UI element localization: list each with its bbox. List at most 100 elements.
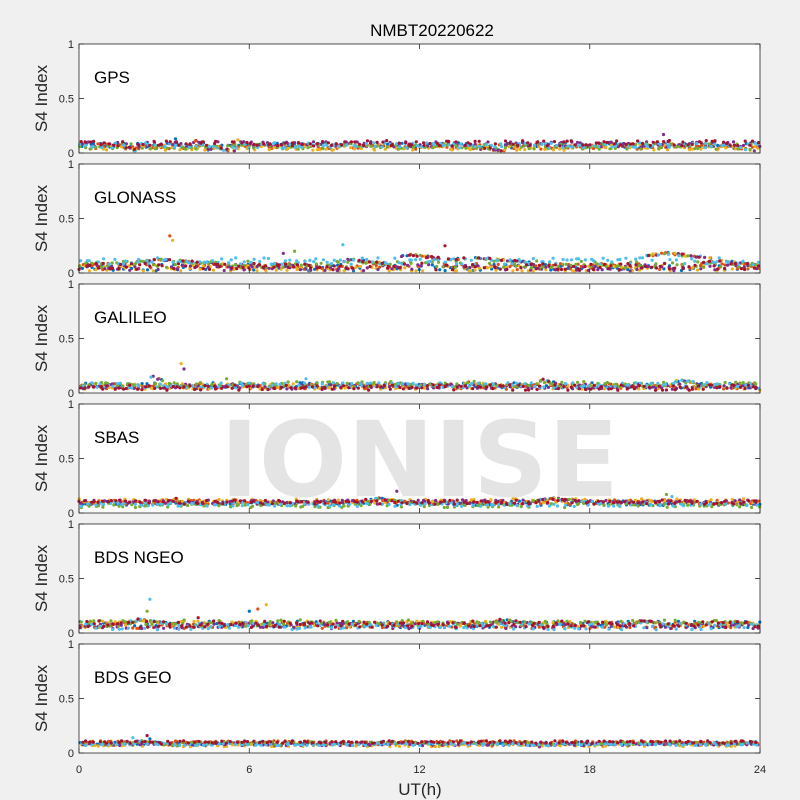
data-point	[309, 268, 313, 272]
data-point	[83, 499, 87, 503]
data-point	[333, 500, 337, 504]
data-point	[647, 385, 652, 389]
data-point	[261, 502, 265, 506]
data-point	[715, 260, 719, 264]
data-point	[279, 385, 283, 389]
data-point	[753, 141, 757, 145]
data-point	[756, 141, 761, 145]
data-point	[252, 499, 256, 503]
data-point	[723, 266, 727, 271]
data-point	[138, 263, 142, 267]
data-point	[592, 383, 597, 387]
data-point	[471, 263, 475, 267]
data-point	[609, 387, 613, 391]
data-point	[563, 382, 568, 386]
data-point	[99, 265, 103, 269]
data-point	[561, 262, 565, 266]
data-point	[712, 264, 716, 268]
data-point	[406, 618, 411, 622]
data-point	[168, 258, 172, 262]
data-point	[168, 140, 172, 144]
data-point	[377, 381, 381, 385]
data-point	[658, 267, 662, 271]
data-point	[315, 384, 319, 388]
data-point	[642, 384, 646, 388]
data-point	[690, 147, 694, 151]
data-point	[427, 263, 431, 267]
data-point	[625, 387, 629, 391]
plot-area	[79, 44, 760, 153]
data-point	[662, 252, 667, 256]
data-point	[362, 385, 366, 389]
data-point	[604, 498, 608, 503]
data-point	[345, 626, 349, 630]
data-point	[422, 141, 426, 145]
data-point	[493, 145, 497, 149]
data-point	[530, 386, 534, 390]
data-point	[597, 141, 601, 145]
panel-label: GALILEO	[94, 308, 167, 327]
data-point	[346, 260, 350, 264]
data-point	[477, 139, 481, 143]
data-point	[258, 259, 262, 264]
data-point	[415, 501, 419, 505]
data-point	[408, 502, 412, 507]
data-point	[465, 381, 469, 385]
data-point	[180, 263, 184, 267]
data-point	[218, 264, 222, 268]
data-point	[534, 501, 538, 505]
data-point	[715, 386, 719, 390]
data-point	[238, 499, 242, 503]
data-point	[274, 382, 278, 386]
data-point	[121, 140, 125, 144]
data-point	[524, 263, 529, 267]
data-point	[272, 141, 276, 145]
data-point	[320, 382, 324, 386]
data-point	[151, 503, 155, 507]
data-point	[163, 144, 167, 149]
data-point	[637, 268, 642, 272]
data-point	[693, 259, 697, 263]
data-point	[526, 141, 530, 145]
data-point	[252, 261, 256, 266]
data-point	[634, 257, 638, 261]
data-point	[684, 385, 689, 389]
data-point	[723, 263, 727, 267]
data-point	[357, 258, 361, 262]
data-point	[488, 256, 492, 261]
data-point	[473, 145, 477, 149]
data-point	[577, 387, 582, 391]
data-point	[581, 143, 585, 147]
data-point	[555, 504, 560, 508]
data-point	[738, 505, 742, 509]
data-point	[468, 142, 472, 146]
data-point	[153, 143, 157, 147]
spike-point	[293, 249, 297, 253]
data-point	[494, 268, 498, 272]
data-point	[550, 382, 554, 386]
data-point	[653, 501, 658, 505]
data-point	[535, 387, 539, 391]
data-point	[118, 381, 122, 385]
y-axis-label: S4 Index	[32, 64, 51, 132]
data-point	[473, 139, 477, 143]
data-point	[303, 262, 307, 266]
data-point	[285, 268, 289, 272]
data-point	[188, 384, 192, 388]
data-point	[234, 256, 238, 260]
data-point	[650, 265, 654, 269]
data-point	[216, 501, 220, 505]
data-point	[545, 144, 549, 148]
data-point	[160, 379, 165, 383]
data-point	[538, 263, 542, 267]
data-point	[113, 257, 117, 261]
data-point	[212, 622, 216, 626]
data-point	[138, 500, 142, 504]
data-point	[385, 139, 389, 143]
data-point	[562, 140, 566, 144]
data-point	[420, 386, 424, 390]
data-point	[485, 266, 489, 270]
data-point	[223, 262, 227, 266]
data-point	[558, 147, 562, 151]
data-point	[372, 141, 376, 145]
